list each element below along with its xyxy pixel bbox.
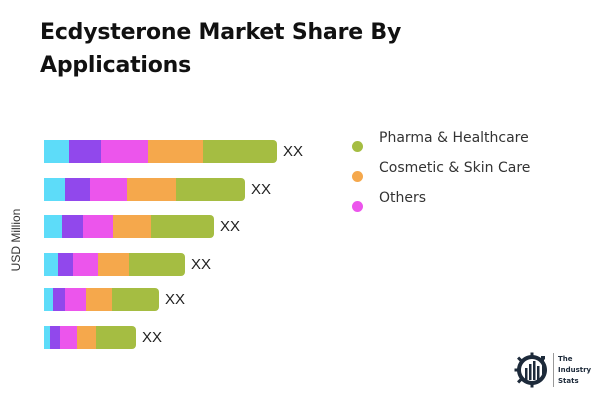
- bar-row: XX: [44, 253, 211, 276]
- bar-segment[interactable]: [44, 215, 62, 238]
- legend-item-cosmetic-skin-care: Cosmetic & Skin Care: [352, 158, 530, 188]
- bar-segment[interactable]: [50, 326, 60, 349]
- legend: Pharma & Healthcare Cosmetic & Skin Care…: [352, 128, 530, 218]
- bar-segment[interactable]: [112, 288, 159, 311]
- bar-segment[interactable]: [203, 140, 277, 163]
- legend-item-others: Others: [352, 188, 530, 218]
- logo-line-1: The: [558, 354, 573, 363]
- bar-value-label: XX: [283, 143, 304, 160]
- bar-row: XX: [44, 140, 303, 163]
- stacked-bar[interactable]: [44, 140, 277, 163]
- bar-value-label: XX: [251, 181, 272, 198]
- stacked-bar[interactable]: [44, 288, 159, 311]
- bar-segment[interactable]: [65, 288, 86, 311]
- bar-segment[interactable]: [53, 288, 65, 311]
- bar-segment[interactable]: [176, 178, 245, 201]
- logo-line-2: Industry: [558, 365, 592, 374]
- bar-segment[interactable]: [127, 178, 176, 201]
- bar-segment[interactable]: [44, 253, 58, 276]
- legend-label: Others: [379, 190, 427, 206]
- bar-segment[interactable]: [44, 326, 50, 349]
- bar-segment[interactable]: [113, 215, 151, 238]
- bar-segment[interactable]: [101, 140, 148, 163]
- legend-dot-icon: [352, 201, 363, 212]
- stacked-bar[interactable]: [44, 253, 185, 276]
- bar-segment[interactable]: [96, 326, 136, 349]
- bar-segment[interactable]: [77, 326, 96, 349]
- logo-line-3: Stats: [558, 376, 579, 385]
- stacked-bar[interactable]: [44, 326, 136, 349]
- stacked-bar[interactable]: [44, 215, 214, 238]
- bar-segment[interactable]: [58, 253, 73, 276]
- bar-value-label: XX: [142, 329, 163, 346]
- stacked-bar[interactable]: [44, 178, 245, 201]
- legend-dot-icon: [352, 171, 363, 182]
- bar-row: XX: [44, 215, 240, 238]
- chart-title: Ecdysterone Market Share By Applications: [40, 20, 402, 78]
- legend-item-pharma-healthcare: Pharma & Healthcare: [352, 128, 530, 158]
- bar-segment[interactable]: [73, 253, 98, 276]
- bar-segment[interactable]: [65, 178, 90, 201]
- bar-segment[interactable]: [148, 140, 203, 163]
- gear-chart-logo-icon: [514, 352, 548, 388]
- bar-segment[interactable]: [151, 215, 214, 238]
- logo-text: The Industry Stats: [558, 354, 591, 387]
- brand-logo: The Industry Stats: [514, 352, 591, 388]
- bar-segment[interactable]: [44, 288, 53, 311]
- bar-row: XX: [44, 288, 185, 311]
- bar-row: XX: [44, 178, 271, 201]
- legend-label: Pharma & Healthcare: [379, 130, 529, 146]
- bar-segment[interactable]: [60, 326, 77, 349]
- bar-segment[interactable]: [90, 178, 127, 201]
- bar-segment[interactable]: [98, 253, 129, 276]
- bar-row: XX: [44, 326, 162, 349]
- logo-divider: [553, 353, 554, 387]
- bar-segment[interactable]: [62, 215, 83, 238]
- bar-value-label: XX: [191, 256, 212, 273]
- bar-value-label: XX: [165, 291, 186, 308]
- legend-label: Cosmetic & Skin Care: [379, 160, 531, 176]
- bar-segment[interactable]: [44, 140, 69, 163]
- bar-segment[interactable]: [86, 288, 112, 311]
- bar-segment[interactable]: [44, 178, 65, 201]
- bar-segment[interactable]: [69, 140, 101, 163]
- bar-segment[interactable]: [129, 253, 185, 276]
- bar-value-label: XX: [220, 218, 241, 235]
- legend-dot-icon: [352, 141, 363, 152]
- bar-segment[interactable]: [83, 215, 113, 238]
- y-axis-label: USD Million: [9, 208, 23, 272]
